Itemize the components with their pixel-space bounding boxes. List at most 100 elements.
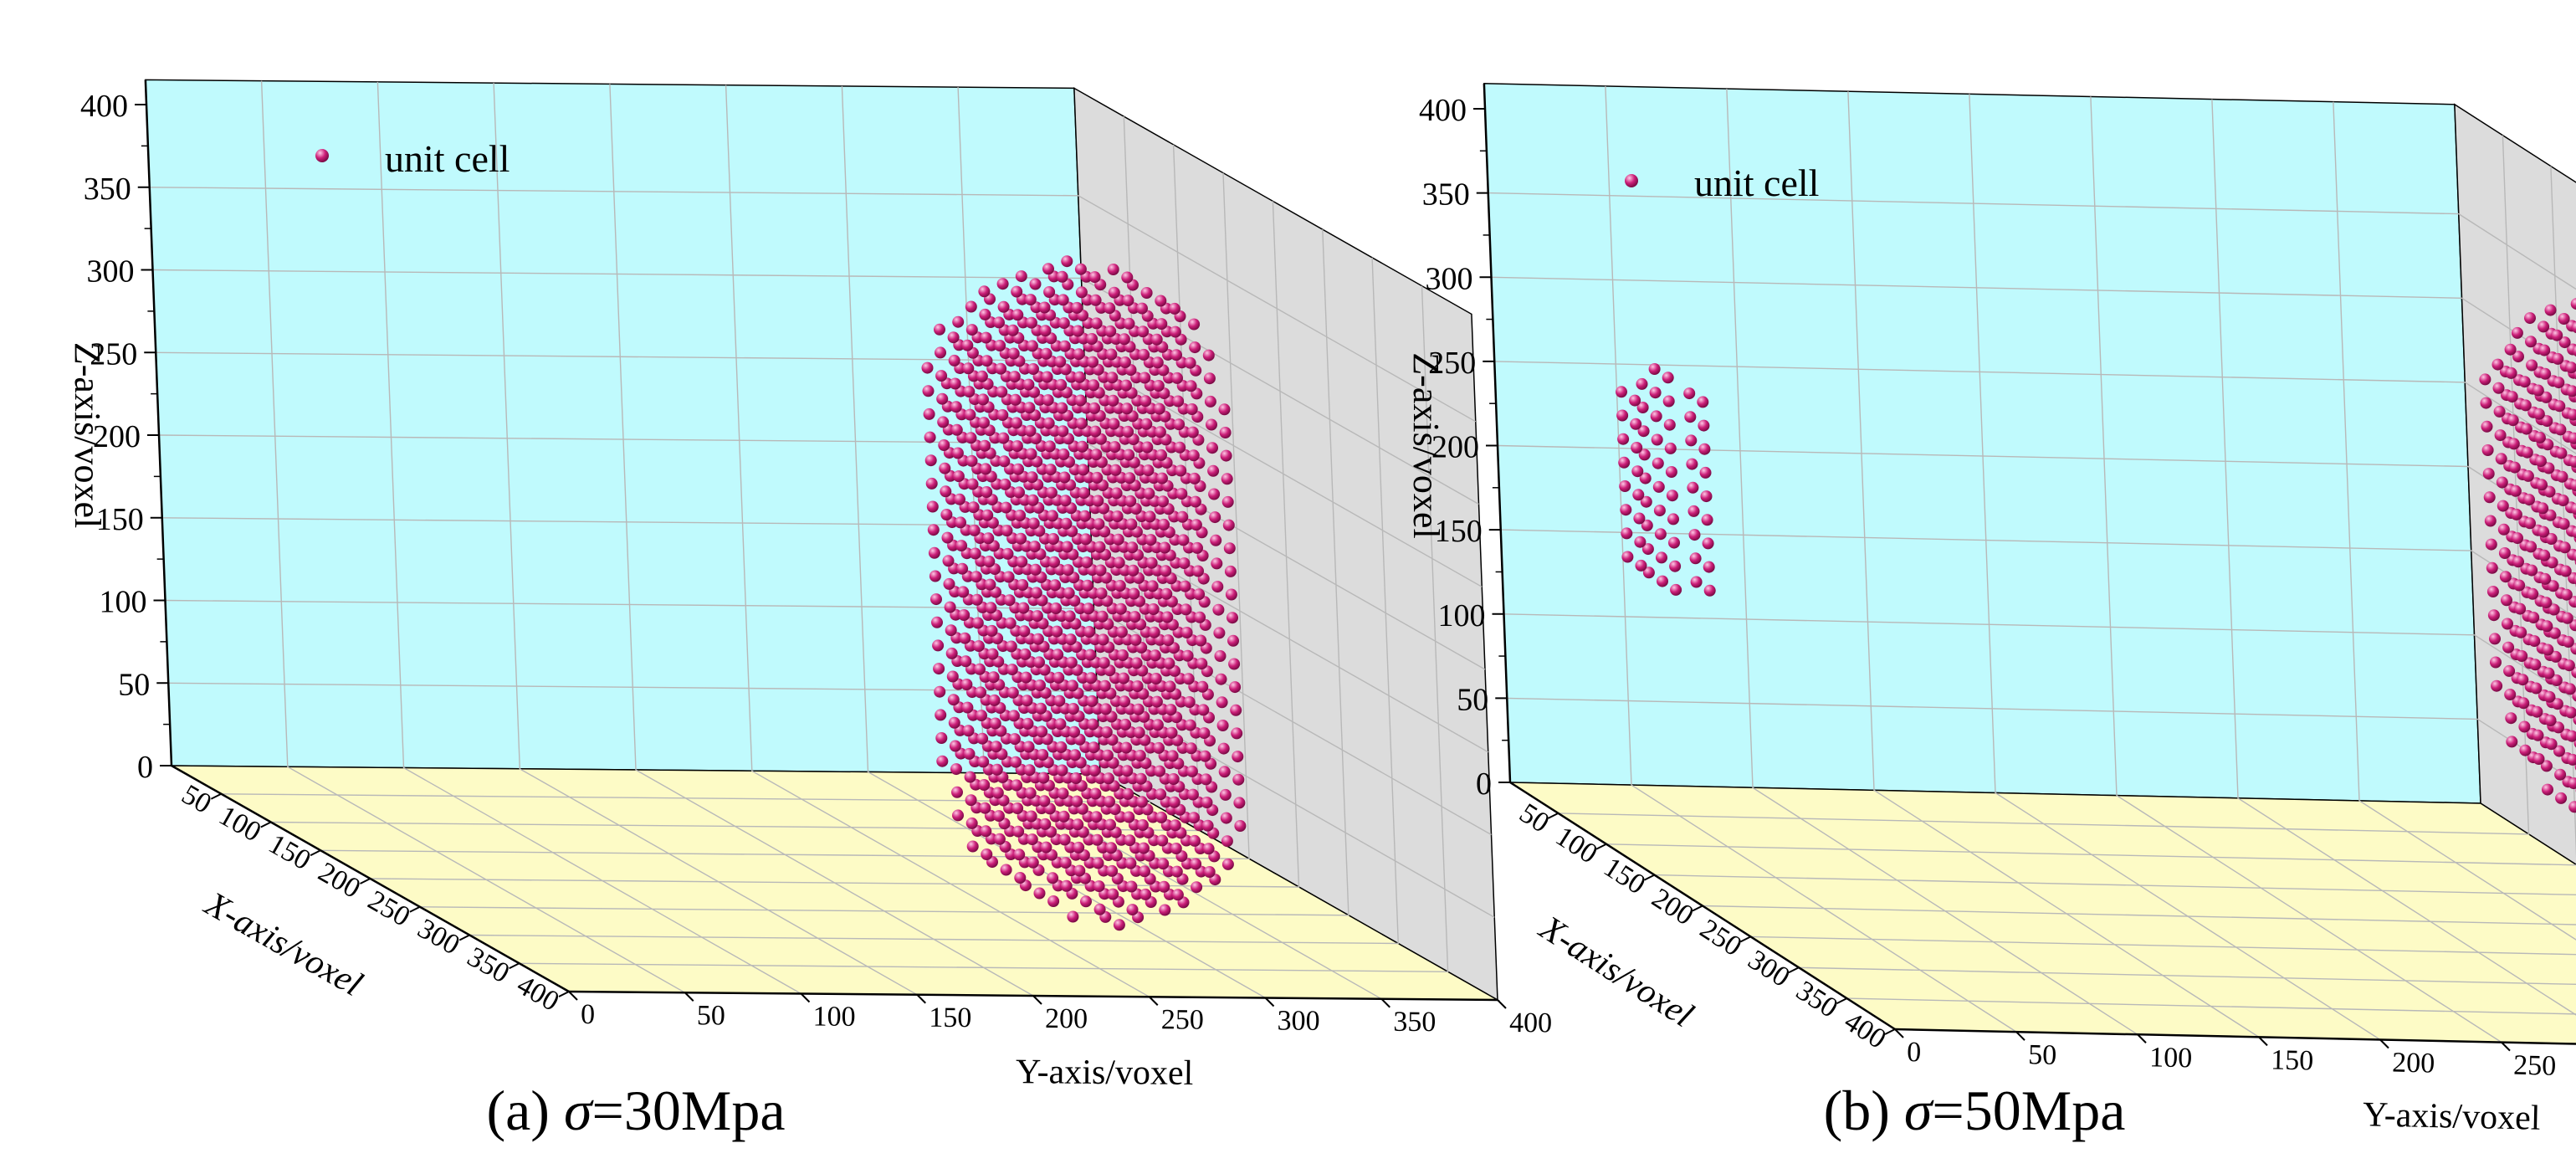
- data-point: [1126, 541, 1139, 554]
- legend-label: unit cell: [1694, 161, 1819, 204]
- data-point: [1616, 409, 1629, 422]
- data-point: [930, 593, 942, 606]
- data-point: [2544, 509, 2557, 521]
- data-point: [2504, 343, 2517, 356]
- data-point: [1144, 510, 1156, 523]
- data-point: [1232, 751, 1244, 763]
- caption-b-rest: =50Mpa: [1932, 1079, 2126, 1142]
- data-point: [1014, 872, 1027, 884]
- data-point: [1040, 347, 1052, 360]
- z-tick-label: 350: [84, 172, 131, 207]
- data-point: [1023, 764, 1036, 777]
- data-point: [1155, 295, 1167, 307]
- data-point: [1206, 442, 1218, 454]
- data-point: [1652, 480, 1665, 493]
- data-point: [2529, 659, 2542, 671]
- data-point: [1163, 657, 1175, 669]
- y-tick-label: 350: [1393, 1007, 1436, 1038]
- data-point: [945, 647, 958, 659]
- y-tick-label: 150: [929, 1002, 971, 1033]
- data-point: [2548, 603, 2560, 616]
- data-point: [1189, 341, 1201, 354]
- data-point: [1631, 465, 1644, 478]
- data-point: [1093, 903, 1106, 915]
- data-point: [2566, 730, 2576, 742]
- data-point: [1196, 680, 1209, 693]
- data-point: [1056, 402, 1068, 414]
- data-point: [1058, 833, 1071, 846]
- data-point: [947, 331, 960, 344]
- data-point: [1138, 842, 1150, 854]
- data-point: [996, 409, 1009, 421]
- data-point: [2484, 515, 2497, 527]
- data-point: [1011, 440, 1023, 453]
- data-point: [934, 685, 946, 698]
- gridline-y: [609, 84, 1034, 997]
- data-point: [2486, 561, 2498, 574]
- data-point: [2558, 541, 2571, 554]
- data-point: [1147, 603, 1160, 615]
- data-point: [1088, 379, 1100, 392]
- data-point: [1201, 819, 1214, 832]
- data-point: [1221, 835, 1233, 848]
- data-point: [983, 556, 996, 567]
- data-point: [2528, 635, 2541, 648]
- data-point: [1083, 626, 1095, 638]
- data-point: [1062, 564, 1074, 577]
- data-point: [1066, 679, 1078, 692]
- data-point: [1139, 395, 1152, 408]
- y-tick-label: 50: [697, 1000, 725, 1031]
- data-point: [1195, 634, 1207, 647]
- data-point: [1185, 742, 1197, 755]
- data-point: [943, 577, 955, 590]
- y-tick: [916, 994, 926, 1004]
- data-point: [1640, 495, 1652, 508]
- data-point: [1155, 811, 1168, 823]
- data-point: [1073, 371, 1086, 383]
- data-point: [1013, 848, 1026, 861]
- data-point: [965, 432, 977, 444]
- data-point: [1683, 387, 1696, 400]
- data-point: [1221, 473, 1233, 485]
- data-point: [1093, 541, 1106, 553]
- data-point: [1075, 418, 1088, 430]
- data-point: [1641, 519, 1653, 531]
- data-point: [1186, 426, 1199, 438]
- data-point: [935, 370, 948, 382]
- gridline-z: [1507, 697, 2576, 783]
- data-point: [1629, 394, 1641, 407]
- data-point: [1119, 695, 1130, 708]
- data-point: [1092, 857, 1104, 869]
- data-point: [1670, 583, 1682, 596]
- data-point: [1125, 518, 1138, 531]
- data-point: [991, 787, 1004, 799]
- data-point: [936, 755, 949, 767]
- gridline-z: [1500, 529, 2576, 619]
- data-point: [2554, 423, 2567, 436]
- data-point: [1023, 402, 1036, 414]
- data-point: [1188, 812, 1200, 824]
- data-point: [976, 732, 989, 745]
- data-point: [2525, 541, 2538, 553]
- data-point: [1037, 772, 1050, 784]
- data-point: [2490, 656, 2502, 669]
- data-point: [1162, 634, 1175, 647]
- data-point: [978, 779, 991, 791]
- data-point: [2543, 690, 2556, 703]
- data-point: [2481, 420, 2493, 433]
- data-point: [1043, 440, 1056, 453]
- data-point: [1124, 472, 1136, 484]
- data-point: [2519, 399, 2532, 412]
- data-point: [2495, 453, 2507, 465]
- caption-b-prefix: (b): [1823, 1079, 1904, 1142]
- data-point: [2526, 564, 2538, 577]
- data-point: [2492, 382, 2505, 394]
- data-point: [939, 462, 951, 474]
- data-point: [995, 362, 1007, 375]
- data-point: [1172, 395, 1185, 408]
- data-point: [2542, 438, 2554, 451]
- data-point: [2523, 494, 2535, 506]
- data-point: [2533, 431, 2546, 443]
- z-tick-label: 300: [1426, 261, 1473, 296]
- y-tick: [2379, 1038, 2389, 1049]
